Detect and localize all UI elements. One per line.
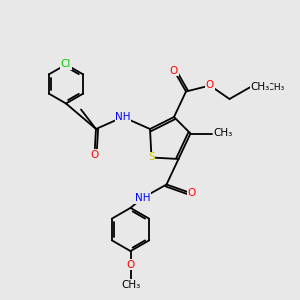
Text: O: O — [126, 260, 135, 270]
Text: S: S — [148, 152, 155, 163]
Text: Cl: Cl — [61, 59, 71, 70]
Text: O: O — [170, 65, 178, 76]
Text: NH: NH — [135, 193, 150, 203]
Text: CH₃: CH₃ — [121, 280, 140, 290]
Text: NH: NH — [115, 112, 131, 122]
Text: O: O — [206, 80, 214, 91]
Text: O: O — [90, 149, 99, 160]
Text: O: O — [188, 188, 196, 199]
Text: CH₃: CH₃ — [213, 128, 232, 139]
Text: CH₂CH₃: CH₂CH₃ — [252, 82, 285, 91]
Text: CH₃: CH₃ — [250, 82, 270, 92]
